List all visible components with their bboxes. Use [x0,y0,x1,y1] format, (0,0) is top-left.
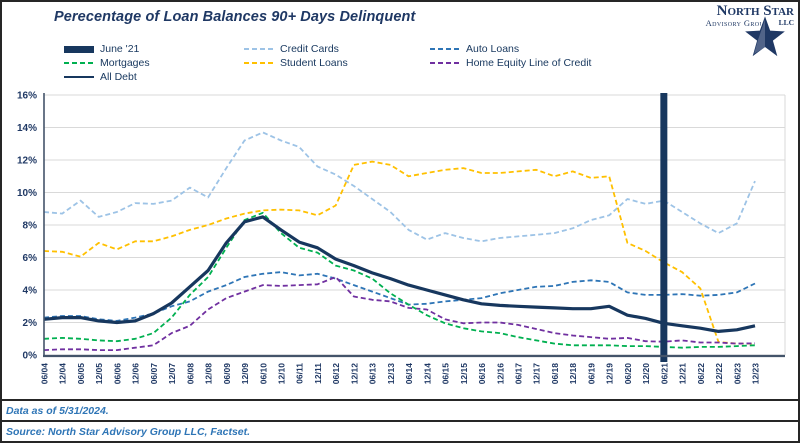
june-21-marker-bar [660,93,668,362]
legend-swatch-student-loans [244,61,274,65]
legend-swatch-all-debt [64,75,94,79]
legend-swatch-mortgages [64,61,94,65]
x-tick-label: 12/14 [422,363,432,385]
legend-label: All Debt [100,71,137,83]
logo-subtitle: Advisory Group [705,18,768,28]
source-note: Source: North Star Advisory Group LLC, F… [0,420,800,443]
x-tick-label: 12/17 [532,363,542,385]
x-tick-label: 12/21 [678,363,688,385]
x-tick-label: 12/04 [58,363,68,385]
x-tick-label: 06/12 [331,363,341,385]
x-tick-label: 06/18 [550,363,560,385]
x-tick-label: 06/13 [368,363,378,385]
x-tick-label: 06/11 [295,363,305,384]
x-tick-label: 12/11 [313,363,323,384]
x-tick-label: 12/19 [605,363,615,385]
x-tick-label: 06/05 [76,363,86,385]
chart-title: Perecentage of Loan Balances 90+ Days De… [54,9,416,25]
x-tick-label: 12/18 [568,363,578,385]
legend-swatch-heloc [430,61,460,65]
y-tick-label: 2% [23,318,38,329]
y-tick-label: 12% [17,156,37,167]
x-tick-label: 12/16 [495,363,505,385]
legend-label: Credit Cards [280,43,339,55]
series-credit-cards-line [43,131,756,243]
legend-item-credit-cards: Credit Cards [244,42,430,56]
legend-swatch-june-21 [64,45,94,53]
x-tick-label: 12/12 [349,363,359,385]
legend-label: June '21 [100,43,140,55]
north-star-logo: North Star Advisory Group LLC [672,4,794,62]
x-tick-label: 12/13 [386,363,396,385]
logo-name: North Star [716,3,794,19]
series-mortgages-line [43,211,756,349]
legend-item-all-debt: All Debt [64,70,244,84]
x-tick-label: 12/20 [641,363,651,385]
x-tick-label: 06/16 [477,363,487,385]
x-tick-label: 06/15 [441,363,451,385]
y-tick-label: 8% [23,221,38,232]
legend-item-auto-loans: Auto Loans [430,42,591,56]
star-icon [742,13,788,65]
legend-swatch-credit-cards [244,47,274,51]
x-tick-label: 06/19 [586,363,596,385]
x-tick-label: 12/09 [240,363,250,385]
x-tick-label: 06/04 [40,363,50,385]
data-as-of-note: Data as of 5/31/2024. [0,399,800,420]
x-tick-label: 06/20 [623,363,633,385]
x-tick-label: 12/06 [131,363,141,385]
series-home-equity-line-of-credit-line [43,276,756,352]
x-tick-label: 12/08 [204,363,214,385]
x-tick-label: 06/06 [112,363,122,385]
y-tick-label: 6% [23,253,38,264]
legend-label: Auto Loans [466,43,520,55]
x-tick-label: 06/07 [149,363,159,385]
legend-label: Home Equity Line of Credit [466,57,592,69]
x-tick-label: 06/17 [514,363,524,385]
logo-llc: LLC [778,18,794,27]
x-tick-label: 06/23 [732,363,742,385]
series-all-debt-line [43,215,756,333]
legend-label: Mortgages [100,57,150,69]
legend: June '21 Credit Cards Auto Loans Mortgag… [64,42,591,84]
legend-swatch-auto-loans [430,47,460,51]
x-tick-label: 12/22 [714,363,724,385]
y-tick-label: 4% [23,286,38,297]
legend-item-june-21: June '21 [64,42,244,56]
x-tick-label: 12/07 [167,363,177,385]
x-tick-label: 06/09 [222,363,232,385]
y-tick-label: 16% [17,91,37,102]
x-tick-label: 06/10 [258,363,268,385]
x-tick-label: 06/21 [659,363,669,385]
x-tick-label: 06/22 [696,363,706,385]
y-tick-label: 0% [23,351,38,362]
legend-item-student-loans: Student Loans [244,56,430,70]
y-tick-label: 14% [17,123,37,134]
legend-item-mortgages: Mortgages [64,56,244,70]
x-tick-label: 06/08 [185,363,195,385]
legend-item-heloc: Home Equity Line of Credit [430,56,591,70]
x-tick-label: 12/15 [459,363,469,385]
y-tick-label: 10% [17,188,37,199]
x-tick-label: 12/23 [751,363,761,385]
x-tick-label: 06/14 [404,363,414,385]
x-tick-label: 12/05 [94,363,104,385]
x-tick-label: 12/10 [277,363,287,385]
legend-label: Student Loans [280,57,348,69]
